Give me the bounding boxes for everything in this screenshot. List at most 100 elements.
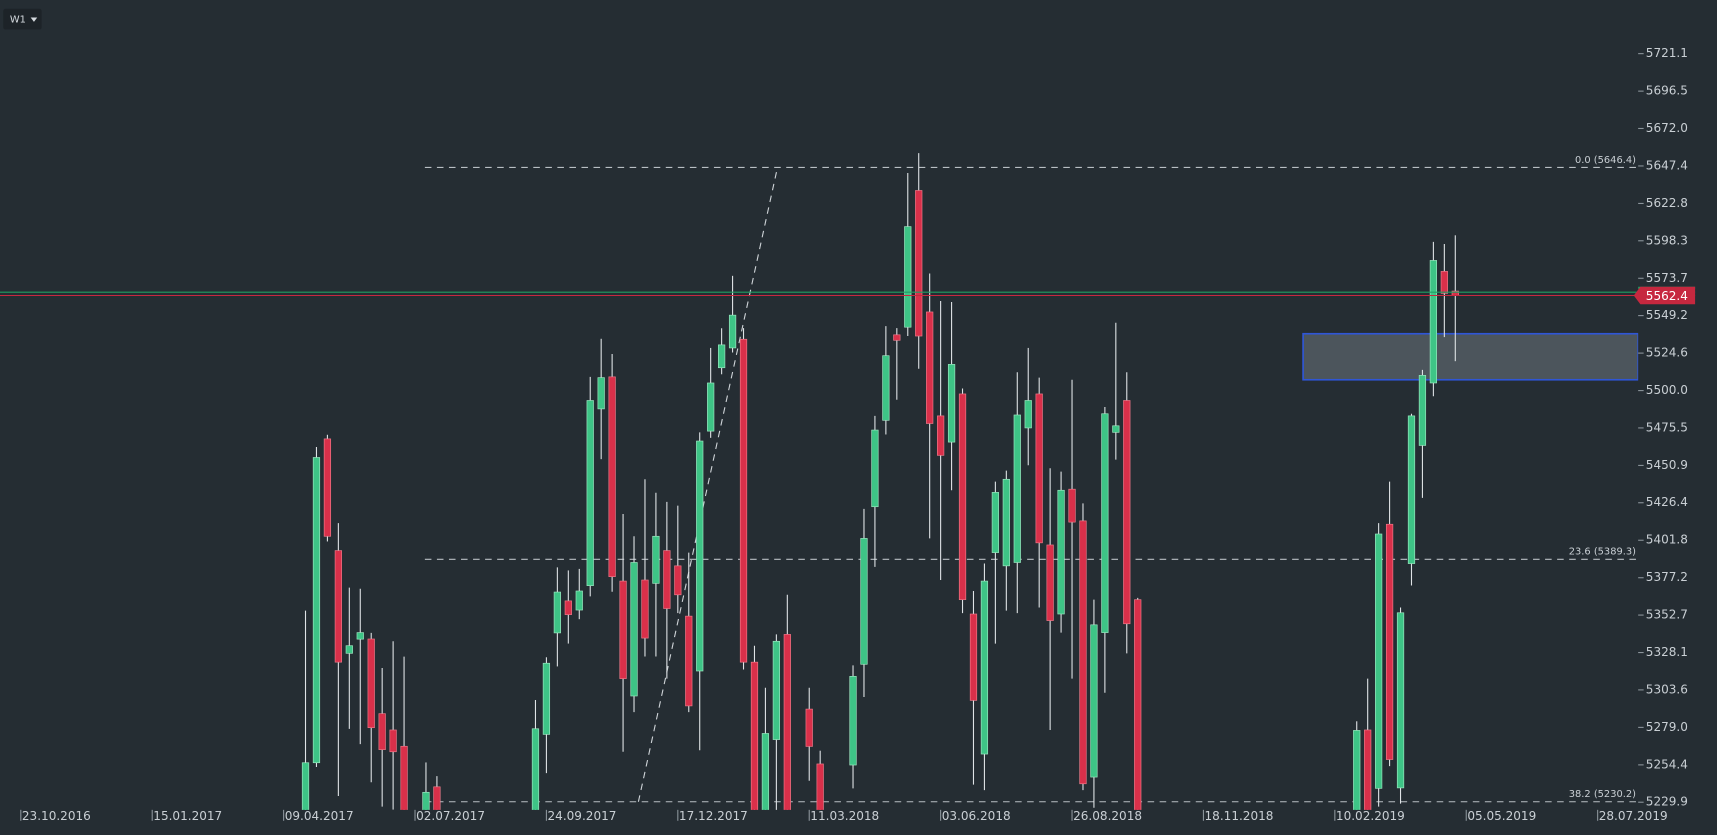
candle-body: [301, 762, 310, 810]
x-tick-label: 24.09.2017: [548, 809, 617, 823]
candle-body: [696, 440, 704, 672]
candle-body: [926, 311, 934, 424]
candle-body: [312, 457, 321, 764]
candle-body: [1013, 414, 1021, 563]
timeframe-label[interactable]: W1: [10, 15, 26, 26]
candle-body: [1112, 425, 1120, 433]
candle-body: [597, 377, 605, 410]
candle-body: [564, 600, 572, 615]
x-tick-label: 23.10.2016: [22, 809, 91, 823]
candle-body: [553, 591, 561, 634]
candle-body: [575, 590, 583, 611]
y-tick-label: 5598.3: [1646, 233, 1688, 247]
dropdown-arrow[interactable]: [30, 17, 38, 22]
candle-body: [542, 662, 551, 735]
candle-body: [1385, 523, 1394, 760]
candle-body: [1375, 533, 1383, 789]
candle-body: [958, 393, 967, 601]
last-price-label: 5562.4: [1646, 289, 1688, 303]
candle-body: [378, 713, 386, 750]
candle-body: [422, 791, 430, 810]
y-tick-label: 5279.0: [1646, 720, 1688, 734]
candle-body: [1418, 375, 1427, 446]
candle-body: [980, 580, 989, 755]
x-tick-label: 05.05.2019: [1467, 809, 1536, 823]
candle-body: [389, 729, 397, 753]
y-tick-label: 5426.4: [1646, 495, 1688, 509]
candle-body: [1440, 271, 1448, 294]
candle-body: [871, 429, 879, 508]
candle-body: [334, 550, 342, 663]
x-tick-label: 26.08.2018: [1073, 809, 1142, 823]
x-tick-label: 15.01.2017: [153, 809, 222, 823]
candle-body: [1068, 488, 1076, 523]
candle-body: [1079, 520, 1087, 785]
candle-body: [718, 344, 726, 369]
candle-body: [1024, 400, 1032, 429]
y-tick-label: 5500.0: [1646, 383, 1688, 397]
y-tick-label: 5721.1: [1646, 46, 1688, 60]
candle-body: [685, 615, 693, 707]
y-tick-label: 5573.7: [1646, 271, 1688, 285]
candle-body: [915, 190, 923, 337]
candle-body: [1123, 400, 1131, 625]
candle-body: [674, 565, 682, 596]
button-bg[interactable]: [3, 8, 42, 30]
candle-body: [400, 745, 408, 810]
y-tick-label: 5328.1: [1646, 645, 1688, 659]
candle-body: [1364, 729, 1372, 810]
candle-body: [937, 415, 945, 456]
candle-body: [893, 334, 901, 341]
candle-body: [663, 550, 671, 609]
fib-label: 38.2 (5230.2): [1569, 789, 1636, 800]
y-tick-label: 5622.8: [1646, 196, 1688, 210]
candle-body: [356, 632, 364, 640]
candle-body: [783, 634, 791, 810]
y-tick-label: 5672.0: [1646, 121, 1688, 135]
candle-body: [1353, 730, 1361, 810]
y-tick-label: 5303.6: [1646, 682, 1688, 696]
candle-body: [1046, 544, 1054, 621]
x-tick-label: 03.06.2018: [942, 809, 1011, 823]
x-tick-label: 28.07.2019: [1599, 809, 1668, 823]
y-tick-label: 5229.9: [1646, 795, 1688, 809]
y-tick-label: 5549.2: [1646, 308, 1688, 322]
candle-body: [991, 492, 999, 553]
candle-body: [1002, 478, 1010, 567]
candle-body: [1429, 260, 1438, 384]
candle-body: [1057, 489, 1065, 615]
candle-body: [323, 438, 332, 537]
x-tick-label: 17.12.2017: [679, 809, 748, 823]
candle-body: [816, 763, 824, 810]
candle-body: [1035, 393, 1043, 544]
y-tick-label: 5254.4: [1646, 757, 1688, 771]
candle-body: [947, 364, 956, 443]
candle-body: [849, 676, 857, 766]
candle-body: [904, 226, 912, 328]
y-tick-label: 5524.6: [1646, 346, 1688, 360]
x-tick-label: 10.02.2019: [1336, 809, 1405, 823]
candle-body: [761, 733, 770, 810]
candle-body: [860, 538, 868, 665]
x-tick-label: 09.04.2017: [285, 809, 354, 823]
zone: [1302, 332, 1639, 381]
timeframe-button[interactable]: W1: [3, 8, 42, 30]
y-tick-label: 5352.7: [1646, 608, 1688, 622]
x-tick-label: 02.07.2017: [416, 809, 485, 823]
candle-body: [728, 314, 737, 349]
candle-body: [345, 645, 353, 654]
plot-area: [301, 153, 1639, 810]
candle-body: [433, 786, 441, 810]
candle-body: [707, 382, 715, 432]
last-price-tag: [1633, 286, 1696, 305]
candle-body: [1101, 413, 1109, 633]
y-tick-label: 5647.4: [1646, 158, 1688, 172]
candle-body: [630, 562, 638, 697]
y-tick-label: 5401.8: [1646, 533, 1688, 547]
candle-body: [1134, 599, 1142, 810]
candle-body: [805, 708, 813, 747]
candle-body: [641, 579, 649, 639]
